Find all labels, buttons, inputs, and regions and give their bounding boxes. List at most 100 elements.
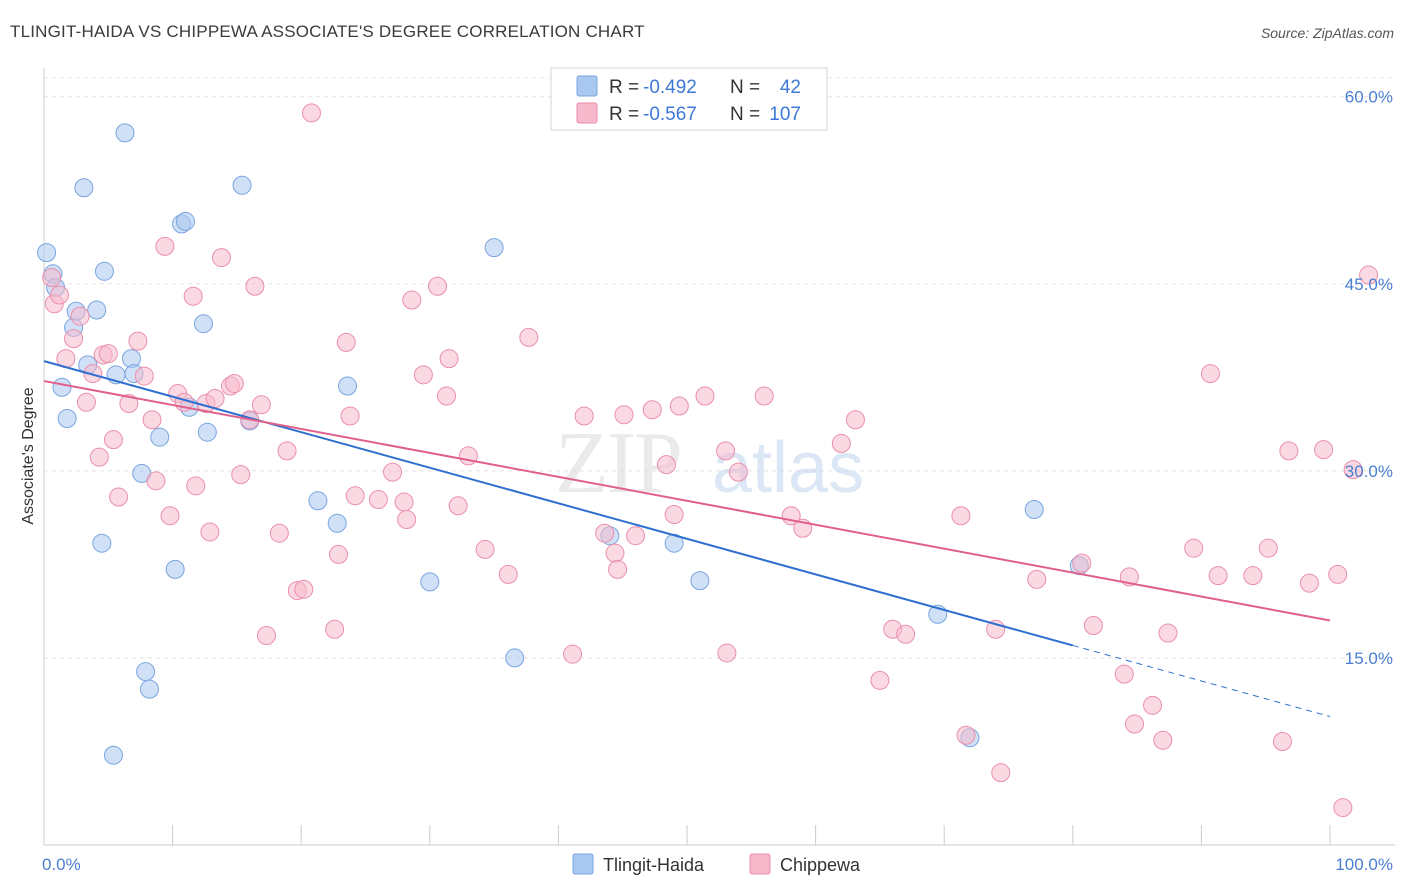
y-tick-labels: 15.0% 30.0% 45.0% 60.0% [1345, 88, 1393, 668]
point-chippewa-97 [1208, 566, 1228, 586]
series-legend-label-chippewa: Chippewa [780, 855, 861, 875]
point-chippewa-81 [896, 624, 916, 644]
point-tlingit-haida-20 [150, 427, 170, 447]
y-axis-label: Associate's Degree [20, 387, 37, 524]
point-chippewa-71 [716, 441, 736, 461]
point-chippewa-11 [103, 430, 123, 450]
point-chippewa-77 [831, 433, 851, 453]
point-tlingit-haida-29 [308, 491, 328, 511]
point-chippewa-5 [70, 306, 90, 326]
point-chippewa-42 [336, 332, 356, 352]
point-chippewa-58 [519, 327, 539, 347]
point-chippewa-67 [656, 455, 676, 475]
point-chippewa-59 [563, 644, 583, 664]
point-chippewa-83 [956, 725, 976, 745]
point-chippewa-41 [328, 544, 348, 564]
point-tlingit-haida-23 [175, 211, 195, 231]
point-chippewa-65 [626, 526, 646, 546]
point-chippewa-66 [642, 400, 662, 420]
point-chippewa-102 [1299, 573, 1319, 593]
point-chippewa-49 [402, 290, 422, 310]
point-chippewa-6 [76, 392, 96, 412]
point-chippewa-17 [146, 471, 166, 491]
point-chippewa-78 [845, 410, 865, 430]
point-tlingit-haida-31 [337, 376, 357, 396]
point-chippewa-19 [160, 506, 180, 526]
point-chippewa-103 [1314, 440, 1334, 460]
point-chippewa-15 [134, 366, 154, 386]
point-tlingit-haida-9 [87, 300, 107, 320]
point-chippewa-63 [608, 559, 628, 579]
point-tlingit-haida-30 [327, 513, 347, 533]
point-chippewa-33 [251, 395, 271, 415]
point-chippewa-10 [98, 344, 118, 364]
point-chippewa-60 [574, 406, 594, 426]
series-legend-label-tlingit: Tlingit-Haida [603, 855, 705, 875]
y-tick-label-0: 15.0% [1345, 649, 1393, 668]
point-chippewa-56 [475, 539, 495, 559]
point-tlingit-haida-12 [103, 745, 123, 765]
x-tick-labels: 0.0% 100.0% [42, 855, 1393, 874]
trend-line-tlingit-haida [43, 360, 1074, 647]
point-chippewa-14 [128, 331, 148, 351]
point-chippewa-0 [42, 268, 62, 288]
point-chippewa-46 [383, 462, 403, 482]
legend-swatch-chippewa [576, 102, 598, 124]
point-chippewa-13 [119, 394, 139, 414]
point-chippewa-93 [1153, 730, 1173, 750]
point-chippewa-23 [186, 476, 206, 496]
y-tick-label-1: 30.0% [1345, 462, 1393, 481]
legend-n-label-chippewa: N = [730, 104, 760, 125]
y-tick-label-2: 45.0% [1345, 275, 1393, 294]
point-chippewa-26 [205, 389, 225, 409]
scatter-points [37, 103, 1379, 818]
legend-r-value-chippewa: -0.567 [643, 104, 697, 125]
point-tlingit-haida-3 [52, 377, 72, 397]
y-tick-label-3: 60.0% [1345, 88, 1393, 107]
point-tlingit-haida-7 [74, 178, 94, 198]
point-tlingit-haida-32 [420, 572, 440, 592]
point-tlingit-haida-37 [690, 571, 710, 591]
point-chippewa-40 [325, 619, 345, 639]
point-tlingit-haida-21 [165, 559, 185, 579]
trend-lines [43, 360, 1331, 718]
point-chippewa-2 [49, 285, 69, 305]
point-chippewa-43 [340, 406, 360, 426]
point-chippewa-73 [728, 462, 748, 482]
point-chippewa-95 [1184, 538, 1204, 558]
series-legend: Tlingit-Haida Chippewa [572, 853, 861, 875]
point-chippewa-61 [595, 523, 615, 543]
point-tlingit-haida-0 [37, 243, 57, 263]
point-chippewa-57 [498, 564, 518, 584]
legend-r-value-tlingit: -0.492 [643, 77, 697, 98]
point-tlingit-haida-18 [136, 662, 156, 682]
chart-title: TLINGIT-HAIDA VS CHIPPEWA ASSOCIATE'S DE… [10, 22, 645, 41]
point-tlingit-haida-34 [505, 648, 525, 668]
series-legend-swatch-chippewa [749, 853, 771, 875]
point-chippewa-18 [155, 236, 175, 256]
legend-n-label-tlingit: N = [730, 77, 760, 98]
point-chippewa-4 [64, 329, 84, 349]
point-tlingit-haida-36 [664, 533, 684, 553]
x-tick-label-1: 100.0% [1335, 855, 1393, 874]
point-chippewa-45 [368, 490, 388, 510]
point-tlingit-haida-26 [197, 422, 217, 442]
point-chippewa-12 [109, 487, 129, 507]
point-chippewa-27 [211, 248, 231, 268]
x-tick-label-0: 0.0% [42, 855, 81, 874]
point-chippewa-47 [394, 492, 414, 512]
point-chippewa-36 [277, 441, 297, 461]
point-chippewa-91 [1125, 714, 1145, 734]
point-chippewa-44 [345, 486, 365, 506]
point-tlingit-haida-14 [115, 123, 135, 143]
point-chippewa-16 [142, 410, 162, 430]
stats-legend: R = -0.492 N = 42 R = -0.567 N = 107 [550, 67, 828, 131]
point-chippewa-32 [245, 276, 265, 296]
point-chippewa-89 [1114, 664, 1134, 684]
point-chippewa-52 [437, 386, 457, 406]
legend-r-label-tlingit: R = [609, 77, 639, 98]
trend-line-chippewa [43, 380, 1331, 622]
point-tlingit-haida-25 [193, 314, 213, 334]
point-chippewa-85 [991, 763, 1011, 783]
point-chippewa-94 [1158, 623, 1178, 643]
